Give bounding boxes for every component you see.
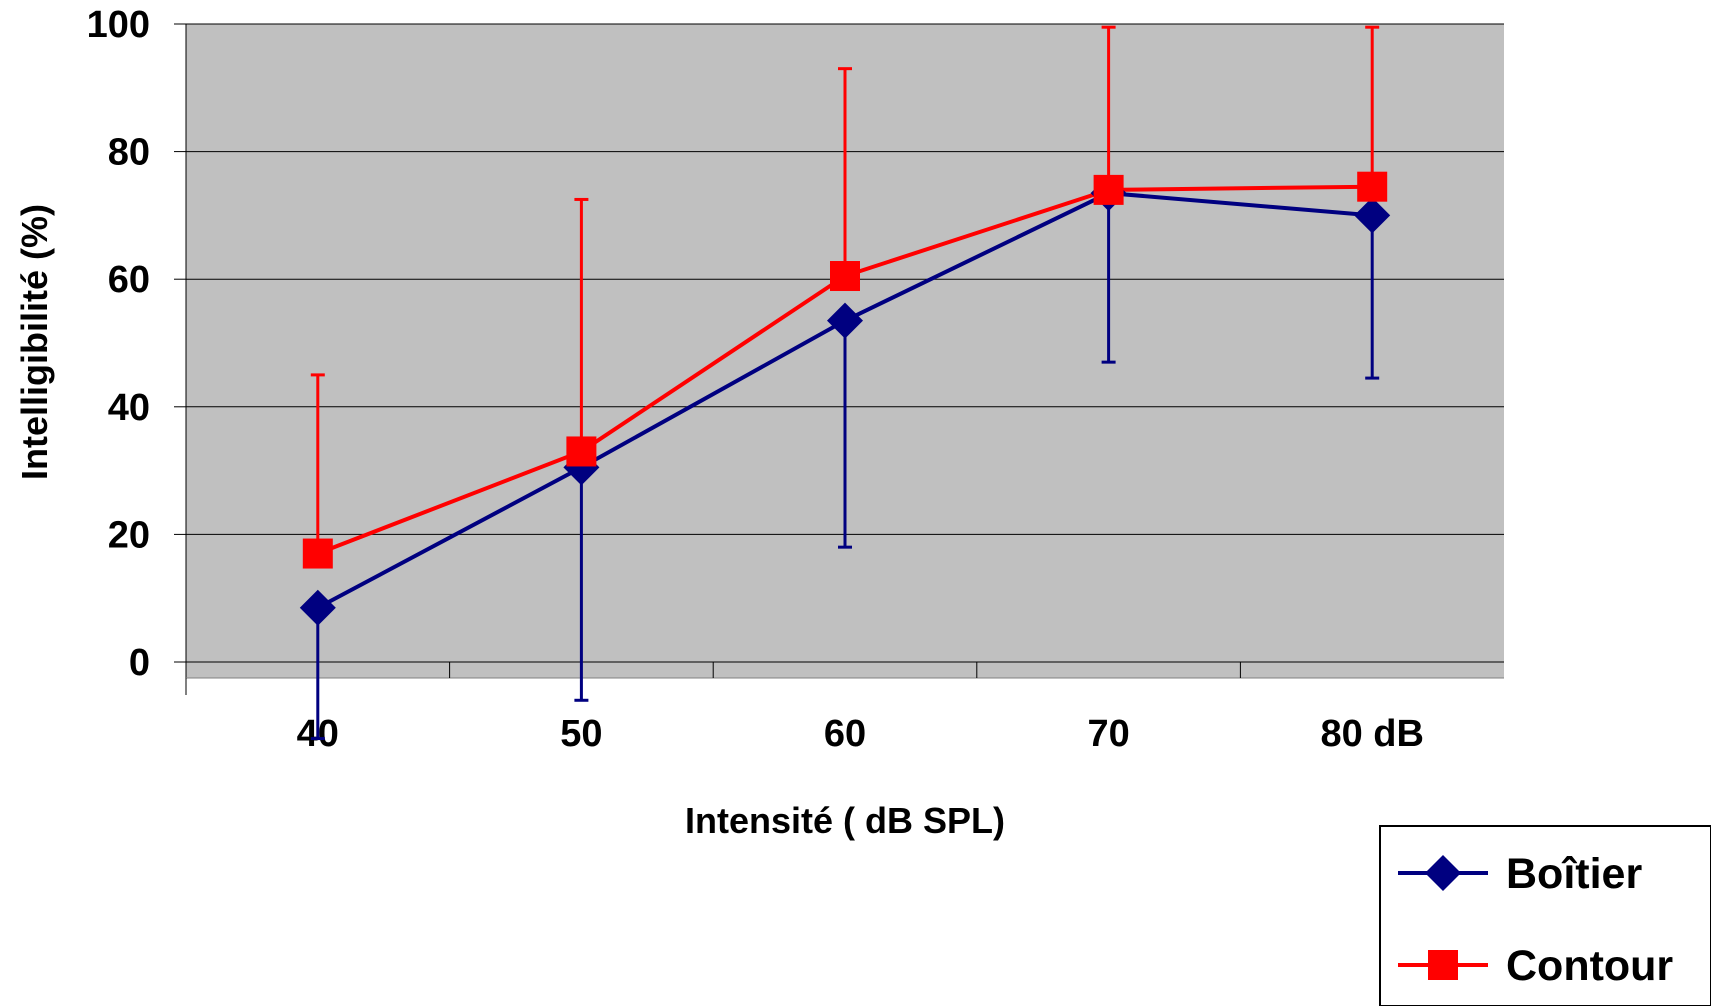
y-tick-label-80: 80 [108,132,150,174]
error-bars [310,25,1380,741]
x-tick-label-4: 80 dB [1320,713,1423,755]
legend: Boîtier Contour [1379,825,1711,1006]
axes [174,23,1504,695]
data-point-0-0 [299,589,336,626]
y-tick-label-100: 100 [87,4,150,46]
y-axis-title: Intelligibilité (%) [14,204,55,480]
legend-swatch-marker-1 [1428,950,1458,980]
legend-label-0: Boîtier [1506,850,1642,898]
data-point-0-4 [1354,197,1391,234]
x-tick-label-2: 60 [824,713,866,755]
legend-label-1: Contour [1506,942,1673,990]
legend-entries: Boîtier Contour [1398,850,1673,990]
data-point-0-2 [827,302,863,339]
y-tick-label-0: 0 [129,642,150,684]
x-tick-labels: 40 50 60 70 80 dB [297,713,1424,755]
data-point-1-3 [1093,174,1124,205]
y-tick-label-20: 20 [108,514,150,556]
x-tick-label-1: 50 [560,713,602,755]
data-point-1-4 [1357,171,1388,202]
y-tick-label-40: 40 [108,387,150,429]
x-axis-title: Intensité ( dB SPL) [685,800,1005,841]
markers [299,171,1391,626]
data-point-1-0 [302,538,333,569]
data-point-1-2 [830,261,860,292]
legend-swatch-marker-0 [1425,855,1461,891]
x-tick-label-3: 70 [1087,713,1129,755]
data-point-1-1 [566,436,597,467]
y-tick-label-60: 60 [108,259,150,301]
y-tick-labels: 0 20 40 60 80 100 [87,4,150,684]
